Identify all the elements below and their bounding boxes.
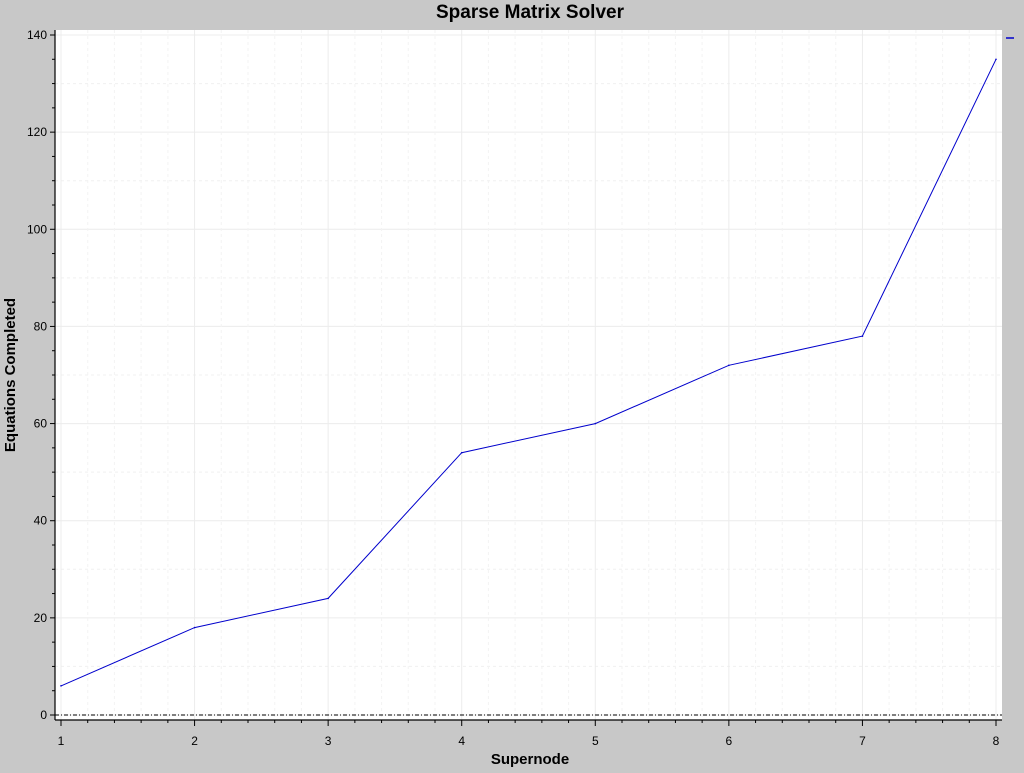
x-tick-label: 6 bbox=[726, 734, 733, 748]
data-point bbox=[327, 597, 329, 600]
y-tick-label: 100 bbox=[27, 222, 47, 236]
data-point bbox=[728, 364, 730, 367]
x-tick-label: 5 bbox=[592, 734, 599, 748]
x-tick-label: 1 bbox=[58, 734, 65, 748]
x-tick-label: 7 bbox=[859, 734, 866, 748]
y-tick-label: 80 bbox=[34, 319, 48, 333]
x-tick-label: 8 bbox=[993, 734, 1000, 748]
y-tick-label: 140 bbox=[27, 28, 47, 42]
x-tick-label: 3 bbox=[325, 734, 332, 748]
data-point bbox=[460, 451, 463, 454]
grid-lines bbox=[55, 30, 1002, 720]
y-tick-label: 20 bbox=[34, 611, 48, 625]
x-axis-label: Supernode bbox=[491, 751, 569, 768]
y-tick-label: 0 bbox=[40, 708, 47, 722]
data-point bbox=[995, 58, 997, 61]
chart-title: Sparse Matrix Solver bbox=[436, 2, 625, 23]
data-point bbox=[193, 626, 196, 629]
y-tick-label: 40 bbox=[34, 514, 48, 528]
y-tick-label: 60 bbox=[34, 417, 48, 431]
data-point bbox=[594, 422, 597, 425]
series-group bbox=[60, 58, 997, 687]
x-tick-label: 2 bbox=[191, 734, 198, 748]
y-axis-label: Equations Completed bbox=[2, 298, 19, 452]
series-line bbox=[60, 59, 997, 687]
data-point bbox=[861, 335, 864, 337]
x-tick-label: 4 bbox=[458, 734, 465, 748]
y-tick-label: 120 bbox=[27, 125, 47, 139]
data-point bbox=[60, 685, 62, 687]
ticks: 0 20 40 60 80 100 120 140 1 2 3 4 5 6 7 8 bbox=[27, 28, 1000, 748]
